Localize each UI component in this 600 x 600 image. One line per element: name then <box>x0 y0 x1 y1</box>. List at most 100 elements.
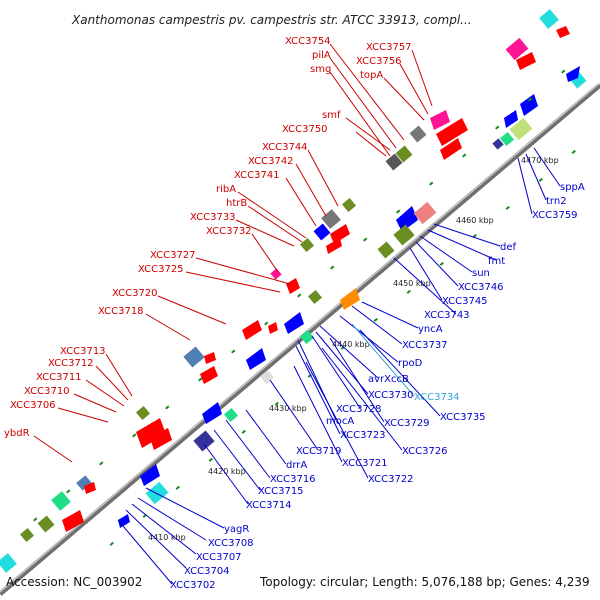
gene-block[interactable] <box>37 515 55 533</box>
gene-label[interactable]: def <box>500 242 517 253</box>
gene-block[interactable] <box>307 289 323 305</box>
gene-block[interactable] <box>145 481 169 505</box>
gene-block[interactable] <box>505 37 529 61</box>
gene-label[interactable]: mocA <box>326 416 354 427</box>
gene-label[interactable]: XCC3706 <box>10 400 56 411</box>
gene-label[interactable]: XCC3718 <box>98 306 144 317</box>
gene-arrow[interactable] <box>150 428 172 450</box>
gene-block[interactable] <box>19 527 35 543</box>
gene-block[interactable] <box>0 553 17 573</box>
gene-label[interactable]: XCC3710 <box>24 386 70 397</box>
gene-label[interactable]: smf <box>322 110 341 121</box>
gene-label[interactable]: ribA <box>216 184 236 195</box>
gene-label[interactable]: XCC3727 <box>150 250 196 261</box>
gene-label[interactable]: XCC3741 <box>234 170 280 181</box>
gene-label[interactable]: XCC3733 <box>190 212 236 223</box>
gene-label[interactable]: XCC3757 <box>366 42 412 53</box>
gene-arrow[interactable] <box>566 66 580 82</box>
gene-label[interactable]: drrA <box>286 460 307 471</box>
gene-arrow[interactable] <box>286 278 300 294</box>
gene-label[interactable]: XCC3729 <box>384 418 430 429</box>
gene-label[interactable]: smg <box>310 64 331 75</box>
gene-label[interactable]: XCC3716 <box>270 474 316 485</box>
gene-label[interactable]: XCC3708 <box>208 538 254 549</box>
gene-arrow[interactable] <box>340 288 360 310</box>
gene-label[interactable]: XCC3742 <box>248 156 294 167</box>
gene-block[interactable] <box>341 197 357 213</box>
gene-label[interactable]: XCC3714 <box>246 500 292 511</box>
gene-label[interactable]: XCC3730 <box>368 390 414 401</box>
gene-label[interactable]: XCC3707 <box>196 552 242 563</box>
gene-block[interactable] <box>76 475 92 491</box>
gene-block[interactable] <box>395 145 413 163</box>
gene-label[interactable]: XCC3719 <box>296 446 342 457</box>
gene-block[interactable] <box>539 9 559 29</box>
gene-label[interactable]: XCC3743 <box>424 310 470 321</box>
gene-arrow[interactable] <box>520 94 538 116</box>
gene-block[interactable] <box>393 224 415 246</box>
gene-label[interactable]: sppA <box>560 182 585 193</box>
gene-label[interactable]: XCC3720 <box>112 288 158 299</box>
gene-arrow[interactable] <box>242 320 262 340</box>
gene-label[interactable]: XCC3735 <box>440 412 486 423</box>
gene-label[interactable]: topA <box>360 70 383 81</box>
gene-block[interactable] <box>499 131 515 147</box>
gene-label[interactable]: XCC3722 <box>368 474 414 485</box>
gene-arrow[interactable] <box>284 312 304 334</box>
gene-arrow[interactable] <box>84 482 96 494</box>
gene-block[interactable] <box>509 117 533 141</box>
gene-block[interactable] <box>299 329 315 345</box>
gene-label[interactable]: XCC3702 <box>170 580 216 591</box>
gene-arrow[interactable] <box>118 514 130 528</box>
gene-block[interactable] <box>321 209 341 229</box>
gene-label[interactable]: XCC3721 <box>342 458 388 469</box>
gene-label[interactable]: avrXccB <box>368 374 409 385</box>
gene-label[interactable]: trn2 <box>546 196 567 207</box>
gene-label[interactable]: XCC3746 <box>458 282 504 293</box>
gene-block[interactable] <box>313 223 331 241</box>
gene-label[interactable]: sun <box>472 268 490 279</box>
gene-label[interactable]: XCC3756 <box>356 56 402 67</box>
gene-label[interactable]: XCC3725 <box>138 264 184 275</box>
gene-arrow[interactable] <box>396 206 418 232</box>
gene-label[interactable]: XCC3750 <box>282 124 328 135</box>
gene-label[interactable]: XCC3745 <box>442 296 488 307</box>
gene-label[interactable]: XCC3712 <box>48 358 94 369</box>
gene-block[interactable] <box>193 430 215 452</box>
gene-arrow[interactable] <box>246 348 266 370</box>
gene-label[interactable]: XCC3732 <box>206 226 252 237</box>
gene-label[interactable]: XCC3759 <box>532 210 578 221</box>
gene-label[interactable]: XCC3744 <box>262 142 308 153</box>
gene-label[interactable]: XCC3704 <box>184 566 230 577</box>
gene-label[interactable]: XCC3723 <box>340 430 386 441</box>
gene-label[interactable]: XCC3711 <box>36 372 82 383</box>
gene-block[interactable] <box>299 237 315 253</box>
gene-arrow[interactable] <box>430 110 450 130</box>
gene-label[interactable]: XCC3715 <box>258 486 304 497</box>
gene-arrow[interactable] <box>136 418 166 448</box>
gene-arrow[interactable] <box>200 366 218 384</box>
gene-arrow[interactable] <box>436 118 468 146</box>
gene-label[interactable]: htrB <box>226 198 247 209</box>
gene-label[interactable]: XCC3726 <box>402 446 448 457</box>
gene-label[interactable]: XCC3728 <box>336 404 382 415</box>
gene-block[interactable] <box>223 407 239 423</box>
gene-label[interactable]: yagR <box>224 524 249 535</box>
gene-arrow[interactable] <box>202 402 222 424</box>
gene-block[interactable] <box>385 153 403 171</box>
gene-arrow[interactable] <box>556 26 570 38</box>
gene-label[interactable]: XCC3734 <box>414 392 460 403</box>
gene-block[interactable] <box>51 491 71 511</box>
gene-block[interactable] <box>413 201 437 225</box>
gene-arrow[interactable] <box>204 352 216 364</box>
gene-arrow[interactable] <box>516 52 536 70</box>
gene-arrow[interactable] <box>504 110 518 128</box>
gene-label[interactable]: pilA <box>312 50 331 61</box>
gene-label[interactable]: ybdR <box>4 428 30 439</box>
gene-label[interactable]: XCC3713 <box>60 346 106 357</box>
gene-label[interactable]: yncA <box>418 324 443 335</box>
gene-label[interactable]: fmt <box>488 256 505 267</box>
gene-arrow[interactable] <box>62 510 84 532</box>
gene-label[interactable]: XCC3737 <box>402 340 448 351</box>
gene-arrow[interactable] <box>440 138 462 160</box>
